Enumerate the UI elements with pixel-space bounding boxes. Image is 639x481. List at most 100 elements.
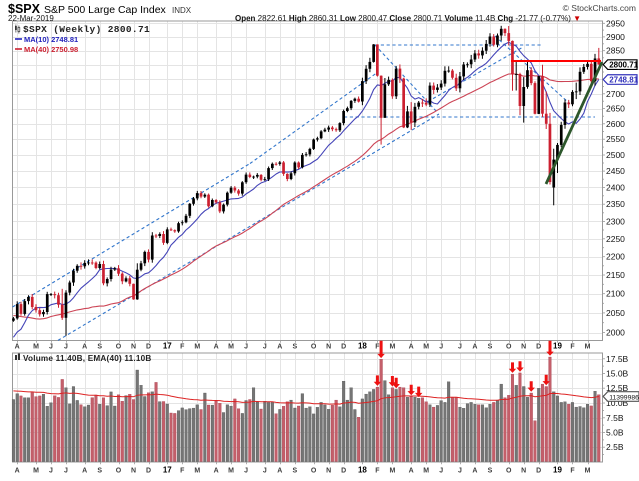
svg-text:12.5B: 12.5B: [606, 383, 629, 393]
svg-text:S: S: [292, 467, 297, 474]
svg-text:S: S: [292, 343, 297, 350]
svg-text:2950: 2950: [606, 18, 625, 28]
svg-text:18: 18: [358, 341, 367, 350]
svg-text:O: O: [311, 343, 317, 350]
svg-text:2550: 2550: [606, 134, 625, 144]
svg-text:A: A: [15, 343, 20, 350]
svg-text:M: M: [423, 467, 429, 474]
svg-text:MA(40) 2750.98: MA(40) 2750.98: [24, 45, 78, 54]
svg-text:1139998630: 1139998630: [609, 395, 639, 402]
svg-text:J: J: [458, 343, 462, 350]
svg-text:A: A: [277, 343, 282, 350]
svg-text:J: J: [244, 467, 248, 474]
svg-text:$SPX: $SPX: [8, 2, 41, 16]
svg-text:15.0B: 15.0B: [606, 369, 629, 379]
svg-text:N: N: [521, 343, 526, 350]
svg-text:S: S: [488, 343, 493, 350]
svg-text:2650: 2650: [606, 104, 625, 114]
svg-text:7.5B: 7.5B: [606, 413, 624, 423]
svg-text:S: S: [97, 467, 102, 474]
svg-text:2700: 2700: [606, 89, 625, 99]
svg-text:2900: 2900: [606, 32, 625, 42]
svg-text:$SPX (Weekly) 2800.71: $SPX (Weekly) 2800.71: [23, 24, 150, 35]
svg-text:2450: 2450: [606, 166, 625, 176]
svg-text:N: N: [131, 467, 136, 474]
svg-text:A: A: [472, 467, 477, 474]
svg-text:2400: 2400: [606, 183, 625, 193]
svg-text:17.5B: 17.5B: [606, 354, 629, 364]
svg-text:M: M: [585, 343, 591, 350]
svg-text:D: D: [146, 467, 151, 474]
svg-text:2200: 2200: [606, 252, 625, 262]
svg-text:S: S: [97, 343, 102, 350]
svg-text:5.0B: 5.0B: [606, 428, 624, 438]
svg-text:N: N: [521, 467, 526, 474]
svg-text:A: A: [82, 467, 87, 474]
svg-text:D: D: [341, 343, 346, 350]
svg-text:19: 19: [553, 341, 562, 350]
svg-text:2050: 2050: [606, 308, 625, 318]
svg-text:O: O: [311, 467, 317, 474]
svg-text:2150: 2150: [606, 270, 625, 280]
svg-text:M: M: [389, 343, 395, 350]
svg-text:J: J: [49, 343, 53, 350]
svg-text:O: O: [116, 467, 122, 474]
svg-text:A: A: [472, 343, 477, 350]
svg-text:2800.71: 2800.71: [609, 61, 638, 70]
svg-text:S&P 500 Large Cap Index: S&P 500 Large Cap Index: [44, 4, 167, 16]
svg-text:A: A: [15, 467, 20, 474]
svg-text:F: F: [375, 343, 380, 350]
svg-text:17: 17: [163, 341, 172, 350]
svg-text:A: A: [277, 467, 282, 474]
svg-text:N: N: [131, 343, 136, 350]
svg-text:F: F: [570, 467, 575, 474]
svg-text:A: A: [409, 343, 414, 350]
svg-text:J: J: [458, 467, 462, 474]
svg-text:A: A: [214, 343, 219, 350]
svg-text:MA(10) 2748.81: MA(10) 2748.81: [24, 35, 78, 44]
svg-text:10.0B: 10.0B: [606, 398, 629, 408]
svg-text:19: 19: [553, 465, 562, 474]
svg-text:D: D: [341, 467, 346, 474]
svg-text:F: F: [570, 343, 575, 350]
svg-text:22-Mar-2019: 22-Mar-2019: [8, 14, 54, 23]
svg-text:J: J: [263, 467, 267, 474]
svg-text:J: J: [64, 467, 68, 474]
svg-text:D: D: [146, 343, 151, 350]
svg-text:INDX: INDX: [172, 6, 192, 15]
svg-text:M: M: [423, 343, 429, 350]
svg-text:2600: 2600: [606, 119, 625, 129]
svg-text:J: J: [263, 343, 267, 350]
svg-text:2250: 2250: [606, 234, 625, 244]
svg-text:© StockCharts.com: © StockCharts.com: [563, 3, 636, 13]
svg-text:M: M: [194, 343, 200, 350]
svg-text:O: O: [506, 467, 512, 474]
svg-text:2748.81: 2748.81: [609, 76, 638, 85]
svg-text:A: A: [214, 467, 219, 474]
svg-text:J: J: [64, 343, 68, 350]
svg-text:D: D: [536, 343, 541, 350]
svg-text:2850: 2850: [606, 46, 625, 56]
svg-text:Volume 11.40B, EMA(40) 11.10B: Volume 11.40B, EMA(40) 11.10B: [23, 354, 152, 363]
svg-text:Open 2822.61 High 2860.31 Low: Open 2822.61 High 2860.31 Low 2800.47 Cl…: [235, 14, 581, 23]
svg-text:2000: 2000: [606, 328, 625, 338]
svg-text:O: O: [506, 343, 512, 350]
svg-text:18: 18: [358, 465, 367, 474]
svg-text:N: N: [326, 343, 331, 350]
svg-text:F: F: [375, 467, 380, 474]
svg-text:2350: 2350: [606, 199, 625, 209]
svg-text:2100: 2100: [606, 289, 625, 299]
svg-text:M: M: [228, 467, 234, 474]
svg-text:F: F: [180, 467, 185, 474]
svg-text:D: D: [536, 467, 541, 474]
svg-text:J: J: [49, 467, 53, 474]
svg-text:N: N: [326, 467, 331, 474]
svg-text:M: M: [33, 343, 39, 350]
svg-text:F: F: [180, 343, 185, 350]
svg-text:17: 17: [163, 465, 172, 474]
svg-text:M: M: [194, 467, 200, 474]
svg-text:J: J: [439, 343, 443, 350]
svg-text:A: A: [409, 467, 414, 474]
svg-text:2300: 2300: [606, 216, 625, 226]
svg-text:J: J: [439, 467, 443, 474]
